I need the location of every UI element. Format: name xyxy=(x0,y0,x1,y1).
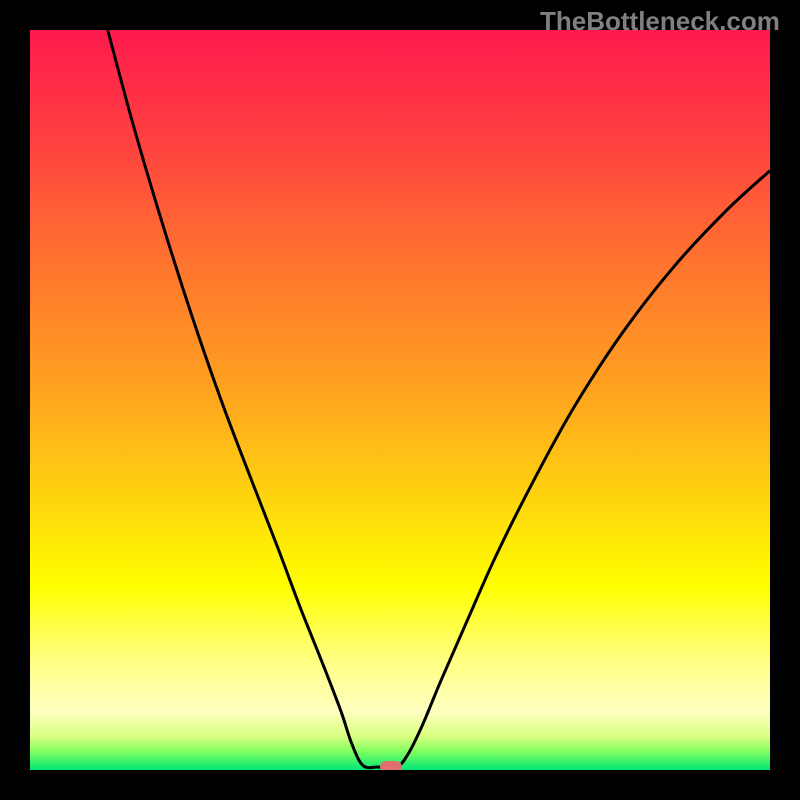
chart-container: TheBottleneck.com xyxy=(0,0,800,800)
optimal-point-marker xyxy=(380,761,402,770)
plot-area xyxy=(30,30,770,770)
watermark-text: TheBottleneck.com xyxy=(540,6,780,37)
bottleneck-curve xyxy=(30,30,770,770)
